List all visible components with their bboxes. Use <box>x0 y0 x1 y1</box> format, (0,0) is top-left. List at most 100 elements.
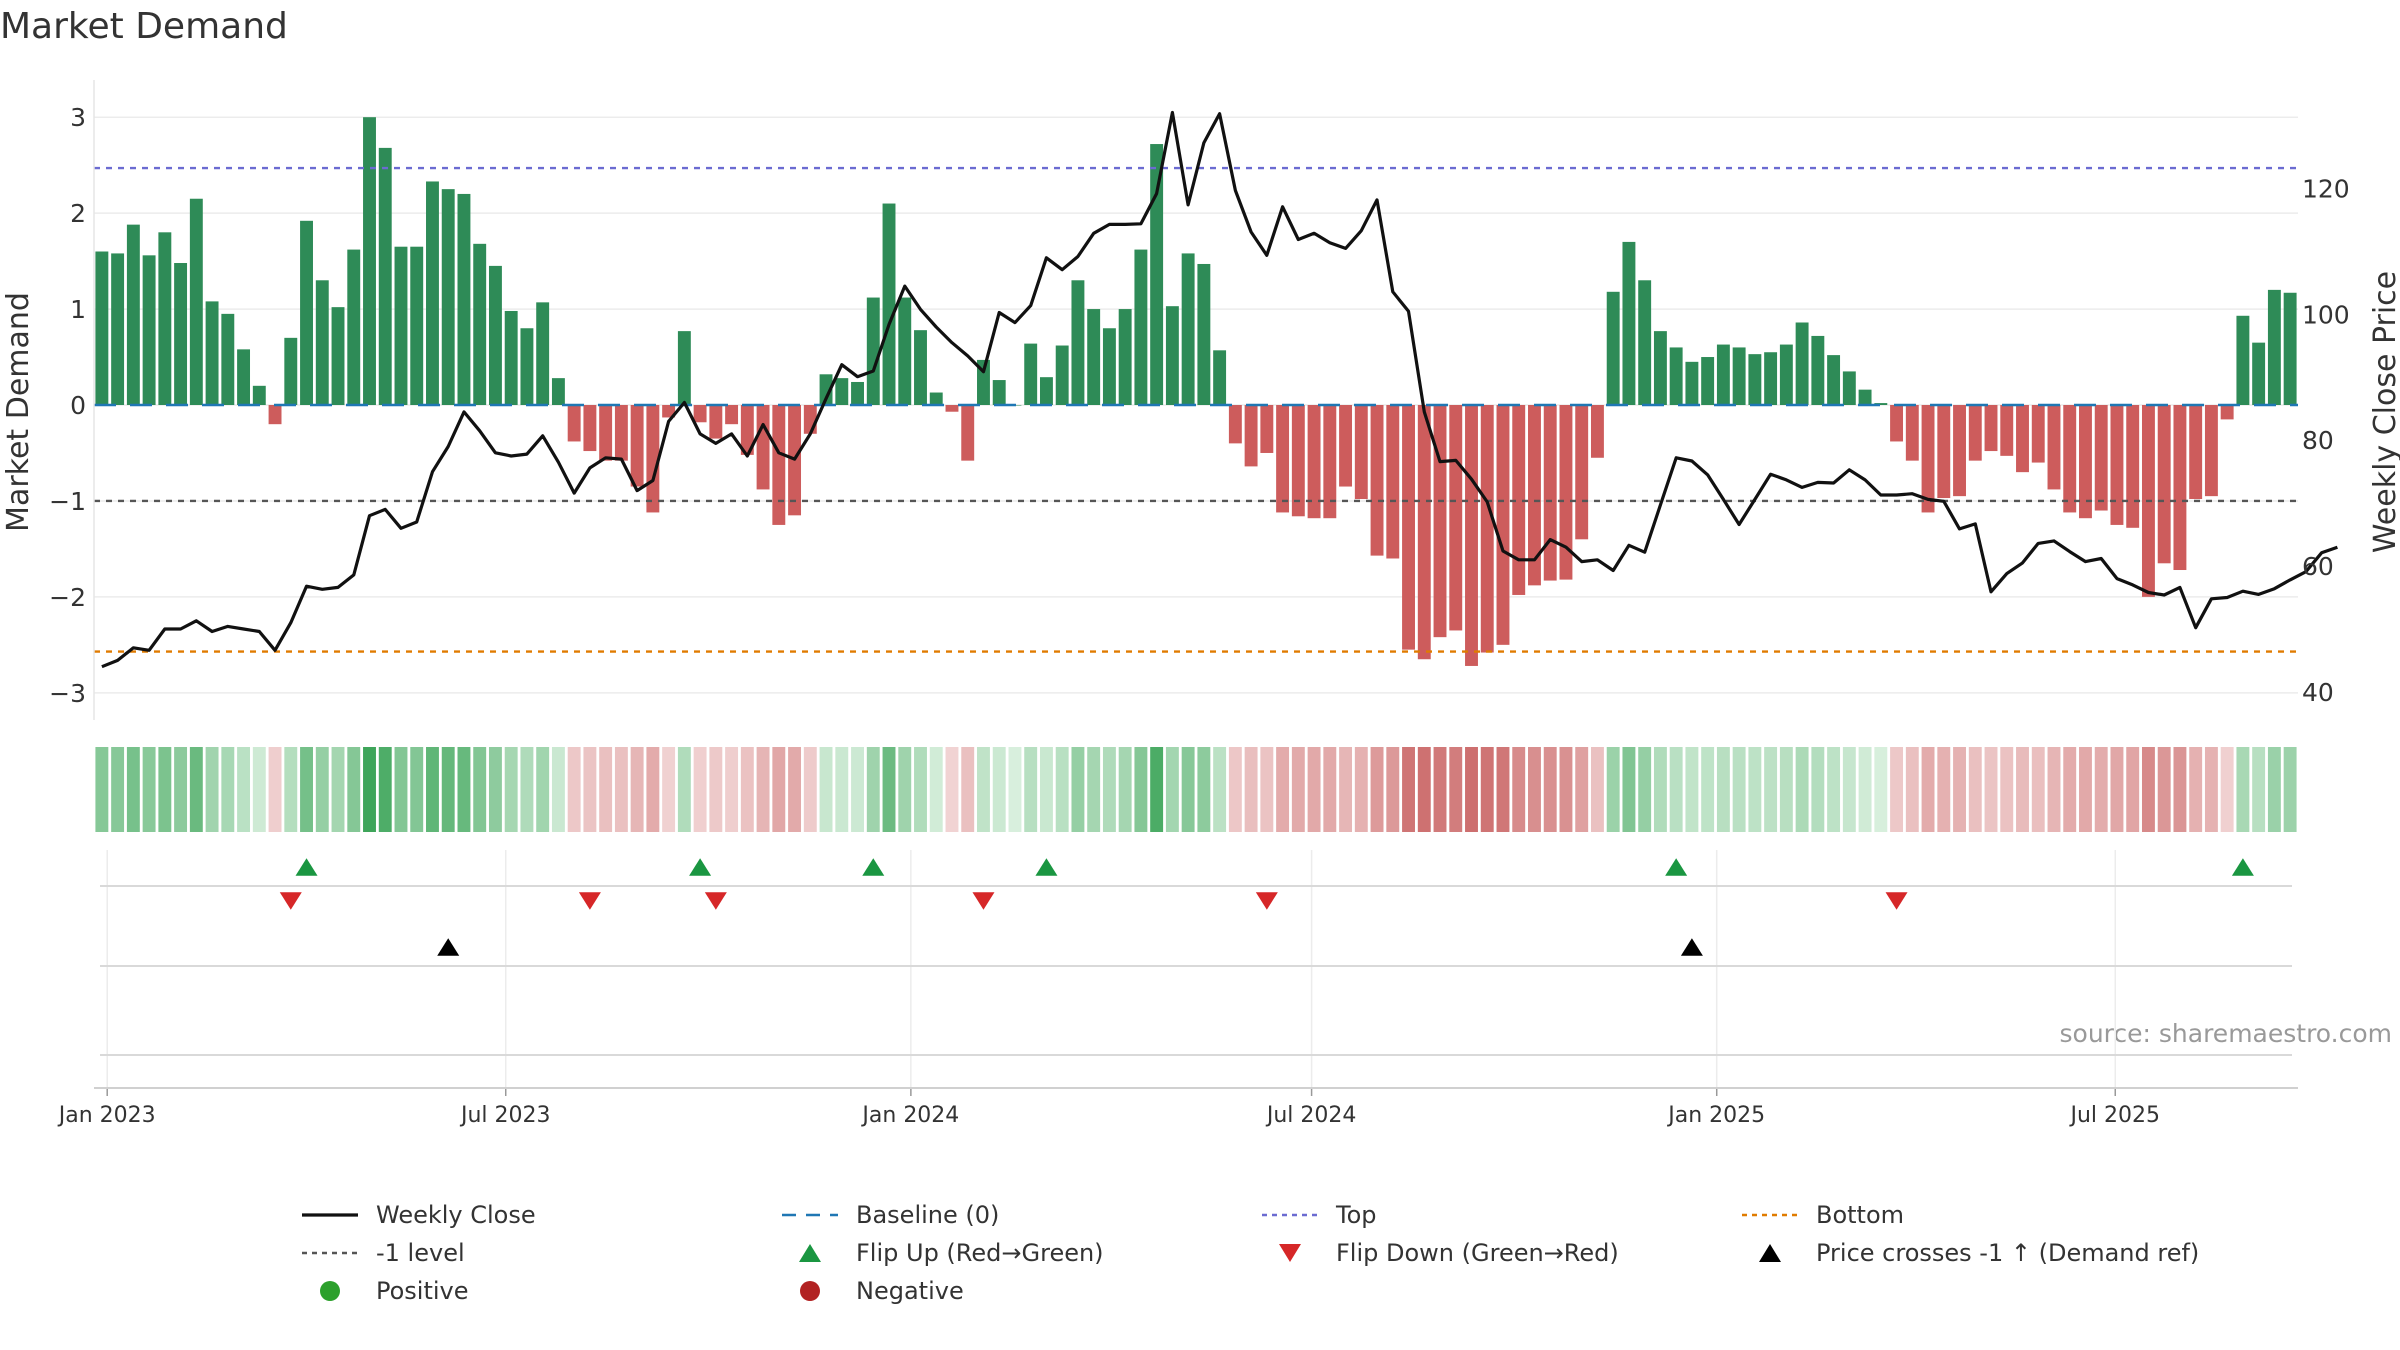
demand-heat-cell <box>457 747 471 832</box>
demand-bar <box>725 405 739 425</box>
demand-bar <box>1905 405 1919 461</box>
y-left-tick-label: −3 <box>49 679 86 708</box>
legend-item-flip_down: Flip Down (Green→Red) <box>1260 1238 1619 1268</box>
demand-heat-cell <box>205 747 219 832</box>
demand-heat-cell <box>237 747 251 832</box>
demand-bar <box>1165 306 1179 405</box>
demand-bar <box>1795 322 1809 405</box>
demand-heat-cell <box>1606 747 1620 832</box>
demand-bar <box>1024 343 1038 405</box>
legend-label: Positive <box>376 1277 469 1305</box>
demand-heat-cell <box>473 747 487 832</box>
chart-title: Market Demand <box>0 6 288 47</box>
demand-heat-cell <box>2189 747 2203 832</box>
watermark: source: sharemaestro.com <box>2060 1019 2393 1048</box>
demand-heat-cell <box>331 747 345 832</box>
demand-heat-cell <box>2267 747 2281 832</box>
demand-heat-cell <box>1402 747 1415 832</box>
demand-heat-cell <box>725 747 739 832</box>
demand-heat-cell <box>756 747 770 832</box>
demand-bar <box>1512 405 1526 595</box>
demand-bar <box>866 297 880 405</box>
demand-bar <box>1528 405 1541 586</box>
x-tick-label: Jul 2024 <box>1265 1103 1357 1128</box>
demand-bar <box>488 265 502 405</box>
demand-heat-cell <box>2031 747 2045 832</box>
demand-bar <box>1890 405 1904 442</box>
demand-bar <box>410 246 424 405</box>
demand-heat-cell <box>2016 747 2029 832</box>
demand-bar <box>363 117 376 405</box>
demand-heat-cell <box>1638 747 1652 832</box>
demand-heat-cell <box>1150 747 1164 832</box>
demand-heat-cell <box>583 747 597 832</box>
demand-heat-cell <box>1622 747 1636 832</box>
demand-bar <box>630 405 644 487</box>
legend-label: Flip Up (Red→Green) <box>856 1239 1104 1267</box>
legend-swatch-weekly_close <box>302 1213 358 1217</box>
y-left-tick-label: 0 <box>70 391 86 420</box>
demand-heat-cell <box>1087 747 1101 832</box>
flip-down-marker <box>972 892 995 910</box>
demand-bar <box>1449 405 1463 631</box>
demand-bar <box>347 249 361 405</box>
demand-bar <box>803 405 817 434</box>
demand-bar <box>1590 405 1604 458</box>
demand-heat-cell <box>1669 747 1683 832</box>
demand-bar <box>504 310 518 405</box>
demand-heat-cell <box>300 747 313 832</box>
legend-swatch-positive <box>320 1281 340 1301</box>
demand-bar <box>252 385 266 405</box>
demand-heat-cell <box>2000 747 2014 832</box>
legend-item-baseline: Baseline (0) <box>780 1200 999 1230</box>
demand-heat-cell <box>803 747 817 832</box>
legend-item-minus1: -1 level <box>300 1238 465 1268</box>
demand-heat-cell <box>977 747 990 832</box>
flip-up-marker <box>295 858 318 876</box>
demand-bar <box>898 297 912 405</box>
demand-heat-cell <box>1102 747 1116 832</box>
demand-bar <box>1102 328 1116 405</box>
demand-bar <box>677 331 691 405</box>
demand-heat-cell <box>693 747 707 832</box>
legend-label: Flip Down (Green→Red) <box>1336 1239 1619 1267</box>
legend-item-negative: Negative <box>780 1276 964 1306</box>
demand-heat-cell <box>1795 747 1809 832</box>
demand-heat-cell <box>2252 747 2266 832</box>
demand-bar <box>457 193 471 405</box>
y-right-tick-label: 100 <box>2302 300 2350 329</box>
demand-bar <box>583 405 597 452</box>
demand-heat-cell <box>1858 747 1872 832</box>
demand-heat-cell <box>882 747 896 832</box>
demand-heat-cell <box>2236 747 2250 832</box>
demand-heat-cell <box>221 747 235 832</box>
demand-heat-cell <box>1653 747 1667 832</box>
demand-bar <box>174 263 188 405</box>
demand-heat-cell <box>1008 747 1022 832</box>
demand-bar <box>520 328 534 405</box>
demand-heat-cell <box>315 747 329 832</box>
flip-down-marker <box>279 892 302 910</box>
demand-heat-cell <box>2047 747 2061 832</box>
demand-bar <box>740 405 754 455</box>
demand-bar <box>1291 405 1305 517</box>
demand-bar <box>693 405 707 423</box>
demand-bar <box>882 203 896 405</box>
demand-heat-cell <box>1071 747 1085 832</box>
demand-heat-cell <box>1559 747 1573 832</box>
flip-up-marker <box>862 858 885 876</box>
demand-heat-cell <box>961 747 975 832</box>
x-tick-label: Jul 2023 <box>459 1103 551 1128</box>
demand-bar <box>2267 289 2281 405</box>
demand-heat-cell <box>1764 747 1778 832</box>
demand-bar <box>394 246 408 405</box>
demand-bar <box>961 405 975 461</box>
demand-bar <box>2094 405 2108 511</box>
y-right-tick-label: 120 <box>2302 175 2350 204</box>
demand-heat-cell <box>1528 747 1541 832</box>
demand-heat-cell <box>1024 747 1038 832</box>
flip-down-marker <box>1885 892 1908 910</box>
demand-bar <box>1323 405 1337 519</box>
demand-bar <box>835 378 849 405</box>
demand-bar <box>95 251 109 405</box>
